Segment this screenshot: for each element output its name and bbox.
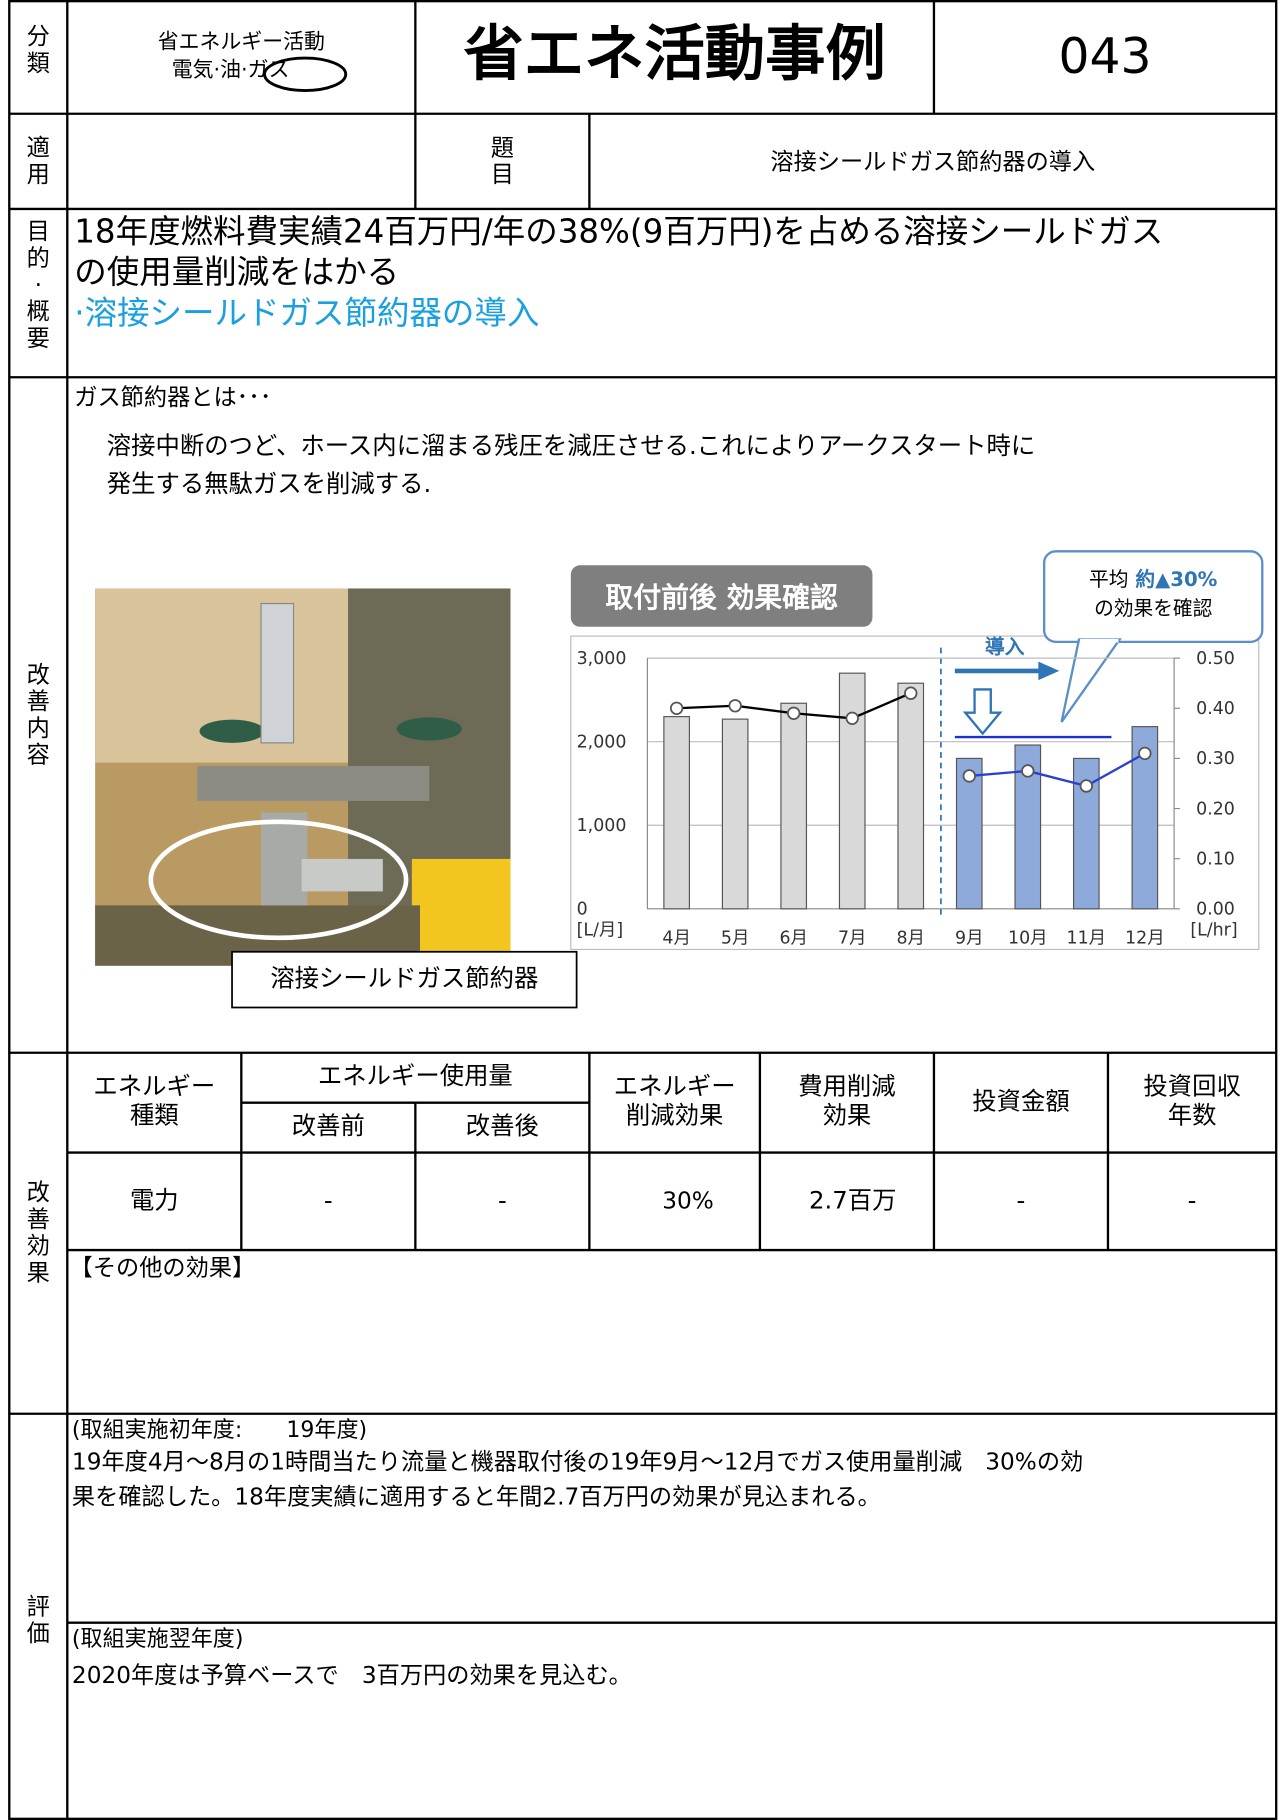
th: エネルギー種類 <box>67 1072 241 1130</box>
bar <box>664 717 690 909</box>
eval-title: (取組実施翌年度) <box>72 1626 244 1652</box>
y2-tick-label: 0.40 <box>1196 699 1235 719</box>
intro-label: 導入 <box>985 635 1025 658</box>
th-line: エネルギー <box>589 1072 760 1101</box>
callout-suffix: の効果を確認 <box>1094 597 1213 620</box>
point <box>905 687 917 699</box>
purpose-highlight: ·溶接シールドガス節約器の導入 <box>74 294 539 333</box>
subject: 溶接シールドガス節約器の導入 <box>589 147 1276 175</box>
document: 取付前後 効果確認 導入 平均約▲30% の効果を確認 [L/月] [L/hr]… <box>0 0 1282 1820</box>
th: 投資金額 <box>934 1088 1108 1117</box>
content-line: 発生する無駄ガスを削減する. <box>107 470 431 499</box>
th: 費用削減効果 <box>760 1072 934 1130</box>
x-tick-label: 11月 <box>1067 929 1107 949</box>
th-line: 投資回収 <box>1108 1072 1276 1101</box>
td: 電力 <box>67 1186 241 1215</box>
bar <box>722 719 748 909</box>
callout-value: 約▲30% <box>1135 568 1217 591</box>
category-items: 電気·油· <box>172 58 248 82</box>
y-tick-label: 2,000 <box>577 732 627 752</box>
x-tick-label: 4月 <box>662 929 690 949</box>
label: 目的·概要 <box>24 218 52 351</box>
th-line: エネルギー <box>67 1072 241 1101</box>
label: 改善効果 <box>24 1179 52 1286</box>
td: - <box>1108 1186 1276 1215</box>
y2-tick-label: 0.10 <box>1196 849 1235 869</box>
point <box>729 700 741 712</box>
th-line: 削減効果 <box>589 1102 760 1131</box>
photo <box>95 588 510 965</box>
callout-prefix: 平均 <box>1089 568 1128 591</box>
eval-line: 果を確認した。18年度実績に適用すると年間2.7百万円の効果が見込まれる。 <box>72 1482 881 1510</box>
point <box>788 707 800 719</box>
photo-caption: 溶接シールドガス節約器 <box>232 965 577 994</box>
th-line: 費用削減 <box>760 1072 934 1101</box>
label: 分類 <box>24 23 52 76</box>
point <box>963 770 975 782</box>
callout-text: 平均約▲30% <box>1089 568 1218 591</box>
point <box>671 702 683 714</box>
th-line: 効果 <box>760 1102 934 1131</box>
label: 改善内容 <box>24 662 52 769</box>
td: 30% <box>589 1186 786 1214</box>
page: 取付前後 効果確認 導入 平均約▲30% の効果を確認 [L/月] [L/hr]… <box>0 0 1282 1820</box>
point <box>846 712 858 724</box>
label: 題目 <box>488 135 516 188</box>
x-tick-label: 9月 <box>955 929 983 949</box>
th: 改善前 <box>241 1112 415 1141</box>
doc-title: 省エネ活動事例 <box>415 16 934 94</box>
y-tick-label: 0 <box>577 900 588 920</box>
x-tick-label: 6月 <box>779 929 807 949</box>
point <box>1081 780 1093 792</box>
td: 2.7百万 <box>760 1186 946 1215</box>
chart-title: 取付前後 効果確認 <box>605 581 838 614</box>
other-effects: 【その他の効果】 <box>70 1254 256 1282</box>
th: 投資回収年数 <box>1108 1072 1276 1130</box>
y2-tick-label: 0.00 <box>1196 900 1235 920</box>
chart: 取付前後 効果確認 導入 平均約▲30% の効果を確認 [L/月] [L/hr]… <box>571 551 1262 949</box>
y-axis-label: [L/月] <box>577 921 624 941</box>
y2-tick-label: 0.20 <box>1196 799 1235 819</box>
bar <box>898 683 924 909</box>
content-line: 溶接中断のつど、ホース内に溜まる残圧を減圧させる.これによりアークスタート時に <box>107 432 1035 461</box>
td: - <box>934 1186 1108 1215</box>
point <box>1139 748 1151 760</box>
th: エネルギー使用量 <box>241 1062 589 1091</box>
y-tick-label: 1,000 <box>577 816 627 836</box>
x-tick-label: 8月 <box>897 929 925 949</box>
bar <box>781 703 807 909</box>
y2-axis-label: [L/hr] <box>1190 921 1237 941</box>
th: エネルギー削減効果 <box>589 1072 760 1130</box>
category: 省エネルギー活動 <box>67 30 415 55</box>
point <box>1022 765 1034 777</box>
td: - <box>241 1186 415 1215</box>
purpose-line: 18年度燃料費実績24百万円/年の38%(9百万円)を占める溶接シールドガス <box>74 212 1163 251</box>
x-tick-label: 12月 <box>1125 929 1165 949</box>
y-tick-label: 3,000 <box>577 649 627 669</box>
td: - <box>415 1186 589 1215</box>
label: 評価 <box>24 1594 52 1647</box>
bar <box>839 673 865 909</box>
eval-title: (取組実施初年度: 19年度) <box>72 1417 367 1443</box>
purpose-line: の使用量削減をはかる <box>74 253 399 292</box>
y2-tick-label: 0.50 <box>1196 649 1235 669</box>
th-line: 種類 <box>67 1102 241 1131</box>
th-line: 年数 <box>1108 1102 1276 1131</box>
x-tick-label: 5月 <box>721 929 749 949</box>
category-circled: ガス <box>248 58 290 82</box>
eval-line: 19年度4月～8月の1時間当たり流量と機器取付後の19年9月～12月でガス使用量… <box>72 1447 1083 1475</box>
x-tick-label: 7月 <box>838 929 866 949</box>
th: 改善後 <box>415 1112 589 1141</box>
eval-line: 2020年度は予算ベースで 3百万円の効果を見込む。 <box>72 1661 632 1689</box>
y2-tick-label: 0.30 <box>1196 749 1235 769</box>
content-heading: ガス節約器とは･･･ <box>74 383 271 411</box>
doc-number: 043 <box>934 28 1276 86</box>
label: 適用 <box>24 135 52 188</box>
category-sub: 電気·油·ガス <box>172 58 290 83</box>
x-tick-label: 10月 <box>1008 929 1048 949</box>
